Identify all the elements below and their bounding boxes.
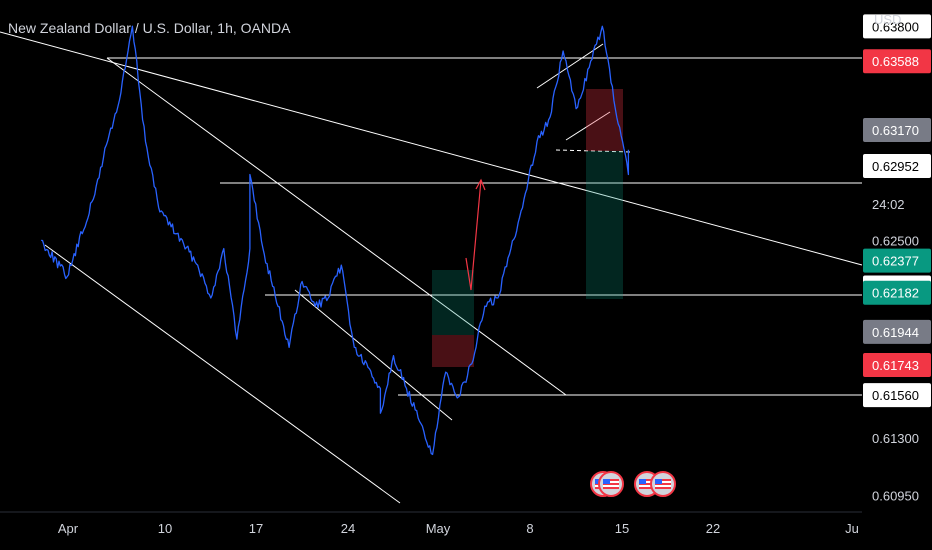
price-series-line bbox=[41, 25, 630, 456]
x-tick-label: Ju bbox=[845, 521, 859, 536]
price-tag[interactable]: 0.63170 bbox=[863, 118, 931, 143]
event-flags[interactable] bbox=[590, 471, 676, 497]
price-tag[interactable]: 0.62182 bbox=[863, 280, 931, 305]
price-tag-background bbox=[863, 14, 931, 39]
x-tick-label: 8 bbox=[526, 521, 533, 536]
currency-label: USD bbox=[874, 12, 902, 27]
us-flag-icon[interactable] bbox=[598, 471, 624, 497]
price-tag-background bbox=[863, 352, 931, 377]
x-tick-label: Apr bbox=[58, 521, 79, 536]
chart-drawings[interactable] bbox=[0, 31, 863, 504]
y-tick-label: 0.60950 bbox=[872, 489, 919, 504]
countdown-label: 24:02 bbox=[872, 197, 905, 212]
price-tag[interactable]: 0.62377 bbox=[863, 248, 931, 273]
chart-title: New Zealand Dollar / U.S. Dollar, 1h, OA… bbox=[8, 20, 291, 36]
price-tag[interactable]: 0.61560 bbox=[863, 383, 931, 408]
neckline-dashed[interactable] bbox=[555, 149, 633, 153]
price-tag[interactable]: 0.61743 bbox=[863, 352, 931, 377]
price-tag-background bbox=[863, 383, 931, 408]
x-tick-label: 22 bbox=[706, 521, 720, 536]
price-tag[interactable]: 0.61944 bbox=[863, 319, 931, 344]
price-tags: 0.638000.635880.631700.629780.629520.623… bbox=[863, 14, 931, 408]
projection-arrow-line[interactable] bbox=[465, 179, 482, 291]
price-tag-label: 0.62377 bbox=[872, 254, 919, 269]
price-tag-label: 0.62952 bbox=[872, 159, 919, 174]
projection-arrow-head bbox=[475, 178, 486, 191]
y-axis-ticks: 0.62500 0.61300 0.60950 bbox=[872, 233, 919, 503]
price-tag-background bbox=[863, 248, 931, 273]
price-tag-label: 0.63170 bbox=[872, 123, 919, 138]
channel-lower-line[interactable] bbox=[44, 244, 401, 504]
price-tag-background bbox=[863, 280, 931, 305]
price-axis-panel[interactable] bbox=[862, 0, 932, 550]
price-tag-label: 0.63800 bbox=[872, 19, 919, 34]
price-tag[interactable]: 0.63588 bbox=[863, 49, 931, 74]
long-trendline[interactable] bbox=[0, 31, 863, 266]
us-flag-icon[interactable] bbox=[650, 471, 676, 497]
price-tag[interactable]: 0.63800 bbox=[863, 14, 931, 39]
price-tag-label: 0.62182 bbox=[872, 286, 919, 301]
wedge-upper-line[interactable] bbox=[536, 43, 604, 89]
x-tick-label: 17 bbox=[249, 521, 263, 536]
price-tag-background bbox=[863, 153, 931, 178]
price-tag-label: 0.61560 bbox=[872, 388, 919, 403]
price-tag-background bbox=[863, 49, 931, 74]
wedge-lower-line[interactable] bbox=[565, 111, 611, 141]
x-tick-label: May bbox=[426, 521, 451, 536]
long-position-profit-zone[interactable] bbox=[432, 270, 474, 335]
price-tag-background bbox=[863, 118, 931, 143]
trendline-diagonal[interactable] bbox=[106, 57, 567, 396]
channel-upper-line[interactable] bbox=[294, 289, 453, 421]
price-tag[interactable]: 0.62952 bbox=[863, 153, 931, 178]
long-position-loss-zone[interactable] bbox=[432, 335, 474, 367]
x-tick-label: 10 bbox=[158, 521, 172, 536]
y-tick-label: 0.62500 bbox=[872, 233, 919, 248]
x-axis-ticks: Apr 10 17 24 May 8 15 22 Ju bbox=[58, 521, 859, 536]
x-tick-label: 15 bbox=[615, 521, 629, 536]
price-tag-label: 0.61743 bbox=[872, 358, 919, 373]
price-tag-label: 0.61944 bbox=[872, 325, 919, 340]
price-tag-label: 0.63588 bbox=[872, 54, 919, 69]
short-position-profit-zone[interactable] bbox=[586, 151, 623, 299]
y-tick-label: 0.61300 bbox=[872, 431, 919, 446]
price-tag-background bbox=[863, 319, 931, 344]
x-tick-label: 24 bbox=[341, 521, 355, 536]
